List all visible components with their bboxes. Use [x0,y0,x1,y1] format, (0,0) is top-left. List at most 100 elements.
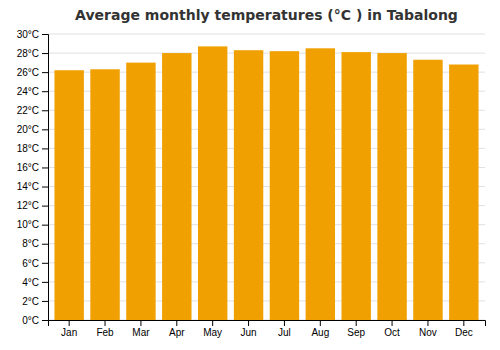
y-tick-mark [42,34,48,35]
x-tick-label: Jul [278,327,291,338]
x-tick-label: Jun [240,327,256,338]
y-tick: 14°C [17,181,48,192]
y-tick: 4°C [22,277,48,288]
y-tick-label: 18°C [17,143,39,154]
bar [377,53,406,320]
x-tick-label: Oct [384,327,400,338]
x-tick: Feb [96,320,114,338]
y-tick-label: 14°C [17,181,39,192]
y-tick-mark [42,282,48,283]
bar [413,60,442,320]
y-tick-label: 0°C [22,315,39,326]
y-tick-mark [42,320,48,321]
y-tick-mark [42,263,48,264]
y-tick-label: 26°C [17,67,39,78]
grid-line [48,53,485,54]
x-tick: Dec [455,320,473,338]
x-axis: Jan Feb Mar Apr May Jun Jul Aug Sep Oct Nov Dec [49,320,486,338]
bar [198,46,227,320]
y-tick-label: 22°C [17,105,39,116]
bar [449,65,478,320]
y-axis-line [42,35,49,321]
bar [270,51,299,320]
x-tick: Oct [384,320,400,338]
grid [48,34,485,320]
x-tick: May [203,320,222,338]
x-tick: Sep [347,320,365,338]
chart: 0°C 2°C 4°C 6°C 8°C 10°C 12°C 14°C 16°C 18°C 20°C 2… [0,0,500,350]
plot: 0°C 2°C 4°C 6°C 8°C 10°C 12°C 14°C 16°C 18°C 20°C 2… [17,29,486,338]
bar [234,50,263,320]
y-tick-mark [42,110,48,111]
x-tick: Jul [278,320,291,338]
x-tick-label: Jan [61,327,77,338]
y-tick-label: 4°C [22,277,39,288]
y-tick-label: 12°C [17,200,39,211]
y-tick: 26°C [17,67,48,78]
y-tick-mark [42,53,48,54]
bar [90,69,119,320]
y-tick-label: 6°C [22,258,39,269]
x-tick: Mar [132,320,150,338]
x-tick-label: Feb [96,327,114,338]
y-tick: 2°C [22,296,48,307]
x-tick-label: May [203,327,222,338]
y-tick-label: 28°C [17,48,39,59]
y-tick: 20°C [17,124,48,135]
bar [162,53,191,320]
x-tick-mark [176,320,177,326]
x-tick-label: Aug [311,327,329,338]
y-tick-mark [42,148,48,149]
x-tick: Jun [240,320,256,338]
y-tick-label: 16°C [17,162,39,173]
x-tick-mark [140,320,141,326]
x-tick-mark [463,320,464,326]
y-tick: 18°C [17,143,48,154]
y-tick: 30°C [17,29,48,40]
bars [54,46,478,320]
y-tick-mark [42,244,48,245]
y-tick-label: 20°C [17,124,39,135]
y-tick: 10°C [17,219,48,230]
x-tick-label: Sep [347,327,365,338]
y-tick-mark [42,91,48,92]
x-tick: Jan [61,320,77,338]
y-tick-mark [42,225,48,226]
x-tick-mark [356,320,357,326]
x-tick-label: Mar [132,327,150,338]
y-tick-mark [42,167,48,168]
y-tick-mark [42,187,48,188]
y-tick-mark [42,206,48,207]
bar [54,70,83,320]
x-tick-label: Apr [169,327,185,338]
y-tick-mark [42,72,48,73]
y-tick-label: 2°C [22,296,39,307]
grid-line [48,34,485,35]
y-tick: 16°C [17,162,48,173]
x-tick-mark [212,320,213,326]
y-tick-label: 8°C [22,238,39,249]
x-tick: Apr [169,320,185,338]
x-tick: Aug [311,320,329,338]
x-tick-mark [248,320,249,326]
y-tick: 22°C [17,105,48,116]
y-tick: 6°C [22,258,48,269]
y-tick: 8°C [22,238,48,249]
x-tick-mark [320,320,321,326]
x-axis-line [49,321,486,327]
x-tick: Nov [419,320,437,338]
title: Average monthly temperatures (°C ) in Ta… [75,7,458,23]
x-tick-mark [392,320,393,326]
y-tick: 24°C [17,86,48,97]
x-tick-label: Dec [455,327,473,338]
y-tick: 12°C [17,200,48,211]
x-tick-mark [69,320,70,326]
y-axis: 0°C 2°C 4°C 6°C 8°C 10°C 12°C 14°C 16°C 18°C 20°C 2… [17,29,49,326]
y-tick: 28°C [17,48,48,59]
x-tick-mark [427,320,428,326]
bar [306,48,335,320]
x-tick-mark [284,320,285,326]
bar [126,63,155,320]
bar [341,52,370,320]
y-tick: 0°C [22,315,48,326]
